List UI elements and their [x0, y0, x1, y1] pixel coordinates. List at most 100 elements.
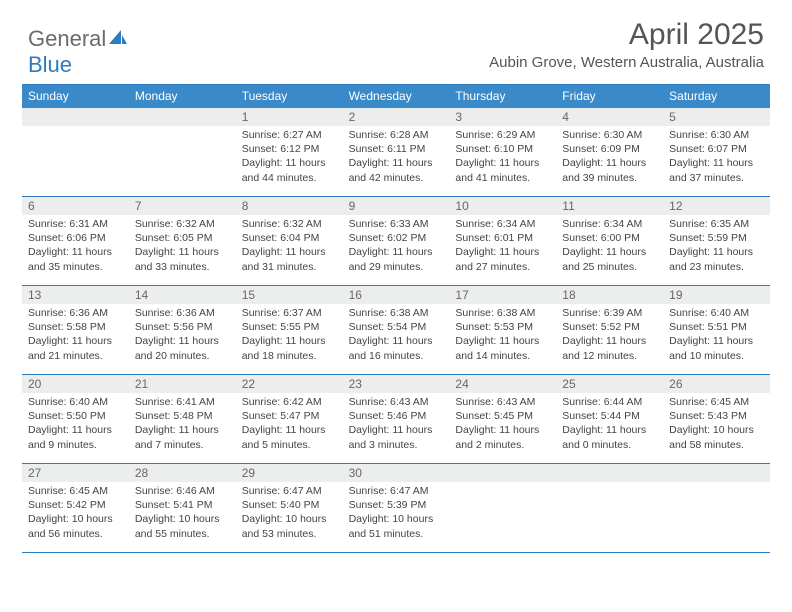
day-number [22, 108, 129, 126]
calendar-cell: 23Sunrise: 6:43 AMSunset: 5:46 PMDayligh… [343, 375, 450, 463]
day-number: 1 [236, 108, 343, 126]
cell-body: Sunrise: 6:47 AMSunset: 5:39 PMDaylight:… [343, 482, 450, 547]
daylight-text: Daylight: 11 hours and 44 minutes. [242, 156, 337, 184]
calendar-cell: 10Sunrise: 6:34 AMSunset: 6:01 PMDayligh… [449, 197, 556, 285]
calendar-cell: 4Sunrise: 6:30 AMSunset: 6:09 PMDaylight… [556, 108, 663, 196]
sunrise-text: Sunrise: 6:45 AM [28, 484, 123, 498]
cell-body: Sunrise: 6:29 AMSunset: 6:10 PMDaylight:… [449, 126, 556, 191]
calendar-cell: 7 Sunrise: 6:32 AMSunset: 6:05 PMDaylight… [129, 197, 236, 285]
day-number: 20 [22, 375, 129, 393]
week-row: 13Sunrise: 6:36 AMSunset: 5:58 PMDayligh… [22, 286, 770, 375]
logo-text-blue: Blue [28, 52, 72, 77]
sunset-text: Sunset: 5:50 PM [28, 409, 123, 423]
day-number [129, 108, 236, 126]
daylight-text: Daylight: 11 hours and 33 minutes. [135, 245, 230, 273]
sunrise-text: Sunrise: 6:32 AM [135, 217, 230, 231]
calendar-cell: 20Sunrise: 6:40 AMSunset: 5:50 PMDayligh… [22, 375, 129, 463]
day-number: 7 [129, 197, 236, 215]
daylight-text: Daylight: 10 hours and 55 minutes. [135, 512, 230, 540]
sunset-text: Sunset: 5:48 PM [135, 409, 230, 423]
calendar-cell: 19Sunrise: 6:40 AMSunset: 5:51 PMDayligh… [663, 286, 770, 374]
daylight-text: Daylight: 11 hours and 29 minutes. [349, 245, 444, 273]
day-header: Friday [556, 85, 663, 108]
cell-body: Sunrise: 6:34 AMSunset: 6:01 PMDaylight:… [449, 215, 556, 280]
location: Aubin Grove, Western Australia, Australi… [489, 54, 764, 71]
calendar-cell: 30Sunrise: 6:47 AMSunset: 5:39 PMDayligh… [343, 464, 450, 552]
day-number [449, 464, 556, 482]
week-row: 6Sunrise: 6:31 AMSunset: 6:06 PMDaylight… [22, 197, 770, 286]
sunset-text: Sunset: 6:02 PM [349, 231, 444, 245]
daylight-text: Daylight: 11 hours and 14 minutes. [455, 334, 550, 362]
sunrise-text: Sunrise: 6:28 AM [349, 128, 444, 142]
day-header: Saturday [663, 85, 770, 108]
day-number: 3 [449, 108, 556, 126]
calendar-cell: 29Sunrise: 6:47 AMSunset: 5:40 PMDayligh… [236, 464, 343, 552]
calendar-cell-empty [663, 464, 770, 552]
day-number: 25 [556, 375, 663, 393]
month-title: April 2025 [489, 18, 764, 52]
daylight-text: Daylight: 11 hours and 39 minutes. [562, 156, 657, 184]
calendar-cell: 28Sunrise: 6:46 AMSunset: 5:41 PMDayligh… [129, 464, 236, 552]
day-number: 16 [343, 286, 450, 304]
daylight-text: Daylight: 11 hours and 20 minutes. [135, 334, 230, 362]
day-number: 5 [663, 108, 770, 126]
calendar-cell: 26Sunrise: 6:45 AMSunset: 5:43 PMDayligh… [663, 375, 770, 463]
sunrise-text: Sunrise: 6:41 AM [135, 395, 230, 409]
calendar-cell: 6Sunrise: 6:31 AMSunset: 6:06 PMDaylight… [22, 197, 129, 285]
cell-body: Sunrise: 6:30 AMSunset: 6:07 PMDaylight:… [663, 126, 770, 191]
sunset-text: Sunset: 6:00 PM [562, 231, 657, 245]
cell-body: Sunrise: 6:35 AMSunset: 5:59 PMDaylight:… [663, 215, 770, 280]
day-header: Tuesday [236, 85, 343, 108]
calendar-cell-empty [556, 464, 663, 552]
sunrise-text: Sunrise: 6:30 AM [669, 128, 764, 142]
sunset-text: Sunset: 6:05 PM [135, 231, 230, 245]
sunset-text: Sunset: 5:45 PM [455, 409, 550, 423]
cell-body: Sunrise: 6:44 AMSunset: 5:44 PMDaylight:… [556, 393, 663, 458]
daylight-text: Daylight: 11 hours and 37 minutes. [669, 156, 764, 184]
cell-body: Sunrise: 6:27 AMSunset: 6:12 PMDaylight:… [236, 126, 343, 191]
sunrise-text: Sunrise: 6:27 AM [242, 128, 337, 142]
day-number: 4 [556, 108, 663, 126]
cell-body: Sunrise: 6:31 AMSunset: 6:06 PMDaylight:… [22, 215, 129, 280]
daylight-text: Daylight: 11 hours and 10 minutes. [669, 334, 764, 362]
sunset-text: Sunset: 5:44 PM [562, 409, 657, 423]
sunset-text: Sunset: 5:58 PM [28, 320, 123, 334]
calendar-cell: 18Sunrise: 6:39 AMSunset: 5:52 PMDayligh… [556, 286, 663, 374]
day-number: 22 [236, 375, 343, 393]
day-number: 13 [22, 286, 129, 304]
calendar-cell: 16Sunrise: 6:38 AMSunset: 5:54 PMDayligh… [343, 286, 450, 374]
day-number: 26 [663, 375, 770, 393]
sunrise-text: Sunrise: 6:47 AM [242, 484, 337, 498]
sunset-text: Sunset: 5:47 PM [242, 409, 337, 423]
calendar-cell: 5Sunrise: 6:30 AMSunset: 6:07 PMDaylight… [663, 108, 770, 196]
cell-body: Sunrise: 6:47 AMSunset: 5:40 PMDaylight:… [236, 482, 343, 547]
cell-body: Sunrise: 6:46 AMSunset: 5:41 PMDaylight:… [129, 482, 236, 547]
week-row: 1Sunrise: 6:27 AMSunset: 6:12 PMDaylight… [22, 108, 770, 197]
sunrise-text: Sunrise: 6:46 AM [135, 484, 230, 498]
cell-body: Sunrise: 6:34 AMSunset: 6:00 PMDaylight:… [556, 215, 663, 280]
sunset-text: Sunset: 6:06 PM [28, 231, 123, 245]
sunrise-text: Sunrise: 6:32 AM [242, 217, 337, 231]
calendar-cell: 27Sunrise: 6:45 AMSunset: 5:42 PMDayligh… [22, 464, 129, 552]
day-number: 30 [343, 464, 450, 482]
calendar-cell: 15Sunrise: 6:37 AMSunset: 5:55 PMDayligh… [236, 286, 343, 374]
calendar-cell: 24Sunrise: 6:43 AMSunset: 5:45 PMDayligh… [449, 375, 556, 463]
sunrise-text: Sunrise: 6:40 AM [28, 395, 123, 409]
sunrise-text: Sunrise: 6:38 AM [349, 306, 444, 320]
day-number: 12 [663, 197, 770, 215]
logo-text: GeneralBlue [28, 26, 128, 78]
sunset-text: Sunset: 5:53 PM [455, 320, 550, 334]
sunset-text: Sunset: 5:43 PM [669, 409, 764, 423]
sunset-text: Sunset: 6:04 PM [242, 231, 337, 245]
calendar-cell: 21Sunrise: 6:41 AMSunset: 5:48 PMDayligh… [129, 375, 236, 463]
day-number: 11 [556, 197, 663, 215]
daylight-text: Daylight: 11 hours and 23 minutes. [669, 245, 764, 273]
sunrise-text: Sunrise: 6:45 AM [669, 395, 764, 409]
sunrise-text: Sunrise: 6:43 AM [455, 395, 550, 409]
calendar-cell: 1Sunrise: 6:27 AMSunset: 6:12 PMDaylight… [236, 108, 343, 196]
sunrise-text: Sunrise: 6:35 AM [669, 217, 764, 231]
sunset-text: Sunset: 6:07 PM [669, 142, 764, 156]
sunset-text: Sunset: 5:41 PM [135, 498, 230, 512]
day-number: 24 [449, 375, 556, 393]
daylight-text: Daylight: 11 hours and 21 minutes. [28, 334, 123, 362]
